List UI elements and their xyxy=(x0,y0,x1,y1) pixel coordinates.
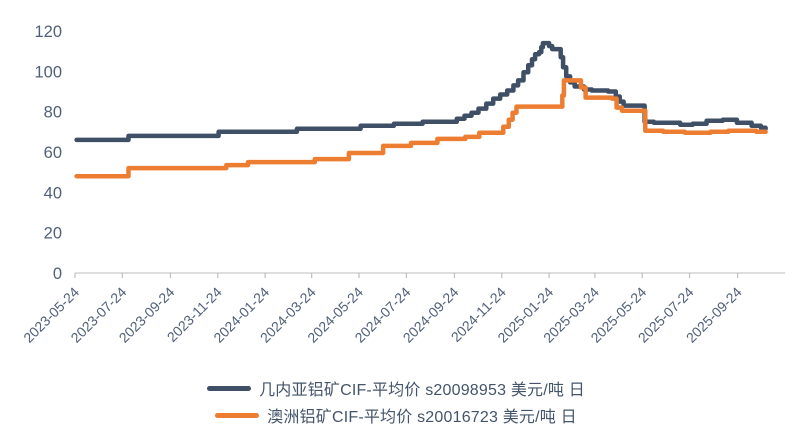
y-tick-label: 100 xyxy=(34,63,62,81)
y-tick-label: 80 xyxy=(44,104,62,122)
y-tick-label: 120 xyxy=(34,23,62,41)
legend-line-swatch xyxy=(215,412,260,418)
legend-item-guinea: 几内亚铝矿CIF-平均价 s20098953 美元/吨 日 xyxy=(207,376,585,400)
plot-area: 0204060801001202023-05-242023-07-242023-… xyxy=(20,23,785,346)
legend: 几内亚铝矿CIF-平均价 s20098953 美元/吨 日澳洲铝矿CIF-平均价… xyxy=(0,376,792,427)
series-line-guinea xyxy=(74,40,768,143)
y-tick-label: 20 xyxy=(44,225,62,243)
legend-label: 几内亚铝矿CIF-平均价 s20098953 美元/吨 日 xyxy=(259,382,585,399)
y-tick-label: 60 xyxy=(44,144,62,162)
y-tick-label: 0 xyxy=(53,265,62,283)
legend-label: 澳洲铝矿CIF-平均价 s20016723 美元/吨 日 xyxy=(267,409,577,426)
legend-line-swatch xyxy=(207,385,252,391)
y-tick-label: 40 xyxy=(44,184,62,202)
legend-item-australia: 澳洲铝矿CIF-平均价 s20016723 美元/吨 日 xyxy=(215,403,577,427)
series-line-australia xyxy=(74,78,768,179)
